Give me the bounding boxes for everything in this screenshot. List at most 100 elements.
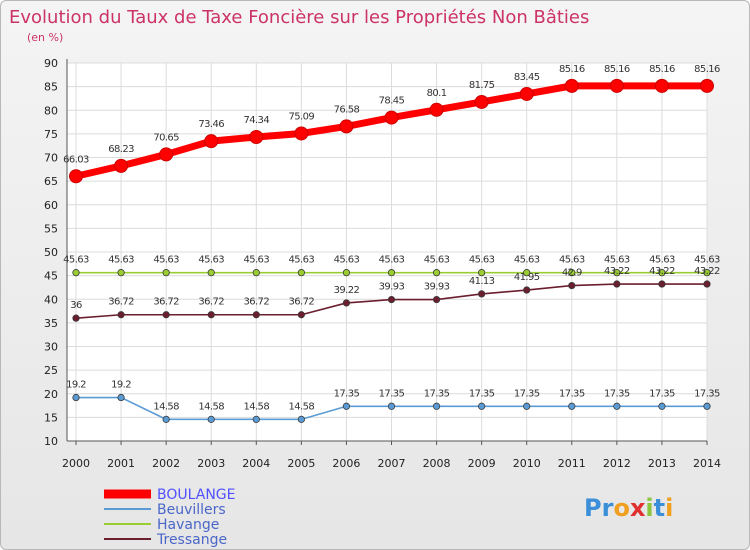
data-point-boulange [700, 78, 714, 93]
data-point-havange [342, 269, 351, 277]
data-point-havange [703, 269, 711, 277]
data-point-beuvillers [613, 402, 621, 410]
data-point-tressange [342, 299, 351, 307]
data-point-beuvillers [207, 415, 215, 423]
data-point-havange [297, 269, 305, 277]
data-point-havange [252, 269, 260, 277]
y-tick-label: 35 [44, 317, 58, 330]
data-point-beuvillers [658, 402, 666, 410]
data-point-beuvillers [387, 402, 396, 410]
data-point-beuvillers [523, 402, 531, 410]
x-tick-label: 2001 [107, 457, 135, 470]
x-tick-label: 2000 [62, 457, 90, 470]
y-tick-label: 75 [44, 128, 58, 141]
data-label-tressange: 39.93 [379, 282, 405, 293]
y-tick-label: 40 [44, 293, 58, 306]
data-label-beuvillers: 14.58 [198, 401, 224, 412]
y-tick-label: 70 [44, 152, 58, 165]
data-label-tressange: 36.72 [243, 297, 269, 308]
data-point-beuvillers [568, 402, 576, 410]
data-point-beuvillers [117, 393, 125, 402]
x-tick-label: 2008 [423, 457, 451, 470]
data-point-havange [432, 269, 441, 277]
data-label-havange: 45.63 [469, 255, 495, 266]
data-point-beuvillers [478, 402, 486, 410]
series [69, 78, 714, 423]
data-label-havange: 45.63 [559, 255, 585, 266]
data-label-tressange: 41.95 [514, 272, 540, 283]
data-point-tressange [478, 290, 486, 298]
y-tick-label: 55 [44, 222, 58, 235]
data-label-tressange: 36.72 [198, 297, 224, 308]
data-point-tressange [297, 311, 305, 319]
data-label-boulange: 85.16 [694, 64, 720, 75]
data-label-tressange: 36 [70, 300, 82, 311]
logo-letter-i2: i [665, 494, 673, 522]
legend-label-boulange: BOULANGE [157, 487, 236, 503]
data-label-tressange: 36.72 [108, 297, 134, 308]
data-point-boulange [654, 78, 669, 93]
data-label-beuvillers: 17.35 [424, 388, 450, 399]
data-point-boulange [114, 158, 129, 173]
data-label-boulange: 66.03 [63, 154, 89, 165]
data-point-boulange [564, 78, 579, 93]
axes: 10 15 20 25 30 35 40 45 50 55 60 65 70 75 80 85 90 2000 20… [44, 57, 721, 470]
data-label-havange: 45.63 [243, 255, 269, 266]
data-label-beuvillers: 17.35 [604, 388, 630, 399]
data-point-tressange [658, 280, 666, 288]
legend-label-beuvillers: Beuvillers [157, 502, 226, 518]
y-tick-label: 10 [44, 435, 58, 448]
data-label-havange: 45.63 [63, 255, 89, 266]
data-label-tressange: 39.93 [424, 282, 450, 293]
data-label-boulange: 75.09 [289, 111, 315, 122]
data-label-havange: 45.63 [514, 255, 540, 266]
data-label-beuvillers: 17.35 [649, 388, 675, 399]
chart-title: Evolution du Taux de Taxe Foncière sur l… [9, 7, 589, 28]
data-point-beuvillers [162, 415, 170, 423]
data-label-havange: 45.63 [649, 255, 675, 266]
data-label-tressange: 43.22 [649, 266, 675, 277]
data-point-tressange [162, 311, 170, 319]
svg-text:Proxiti: Proxiti [584, 494, 673, 522]
data-point-beuvillers [432, 402, 441, 410]
y-tick-label: 60 [44, 199, 58, 212]
x-tick-label: 2009 [468, 457, 496, 470]
data-point-boulange [69, 169, 83, 184]
data-point-tressange [703, 280, 711, 288]
y-tick-label: 85 [44, 81, 58, 94]
data-point-boulange [159, 147, 174, 162]
data-label-havange: 45.63 [108, 255, 134, 266]
data-label-tressange: 36.72 [289, 297, 315, 308]
data-label-beuvillers: 17.35 [469, 388, 495, 399]
data-label-beuvillers: 17.35 [334, 388, 360, 399]
data-label-havange: 45.63 [334, 255, 360, 266]
data-point-havange [568, 269, 576, 277]
data-point-tressange [568, 281, 576, 290]
data-point-havange [162, 269, 170, 277]
data-point-beuvillers [342, 402, 351, 410]
data-point-boulange [339, 119, 354, 134]
data-label-tressange: 39.22 [334, 285, 360, 296]
y-tick-label: 20 [44, 388, 58, 401]
data-label-boulange: 74.34 [243, 115, 269, 126]
data-point-boulange [609, 78, 624, 93]
data-point-tressange [207, 311, 215, 319]
data-label-beuvillers: 17.35 [514, 388, 540, 399]
data-point-havange [658, 269, 666, 277]
data-label-boulange: 83.45 [514, 72, 540, 83]
data-label-boulange: 81.75 [469, 80, 495, 91]
x-tick-label: 2004 [242, 457, 270, 470]
y-tick-label: 15 [44, 411, 58, 424]
data-point-havange [478, 269, 486, 277]
chart-subtitle: (en %) [27, 31, 63, 44]
data-label-boulange: 76.58 [334, 104, 360, 115]
data-point-beuvillers [297, 415, 305, 423]
data-label-boulange: 73.46 [198, 119, 224, 130]
logo-letter-p: P [584, 494, 602, 522]
data-label-havange: 45.63 [289, 255, 315, 266]
data-label-beuvillers: 17.35 [379, 388, 405, 399]
data-point-boulange [294, 126, 309, 141]
y-tick-label: 30 [44, 341, 58, 354]
